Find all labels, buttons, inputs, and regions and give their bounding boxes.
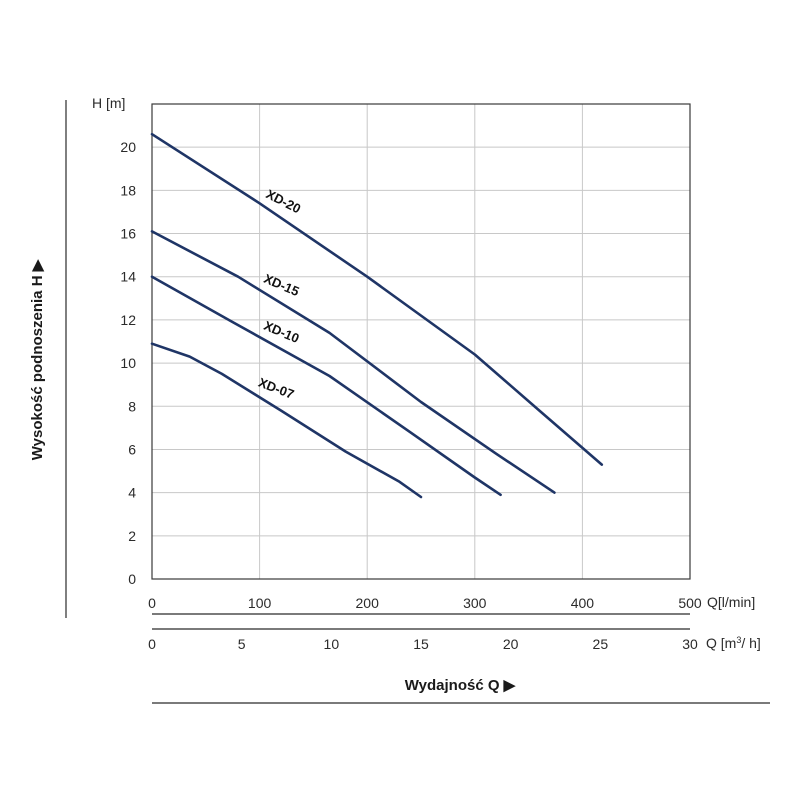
x-secondary-tick-label: 5 — [238, 636, 246, 652]
x-secondary-unit-label: Q [m3/ h] — [706, 635, 761, 651]
y-tick-label: 18 — [120, 182, 136, 198]
series-line-xd-10 — [150, 275, 502, 497]
x-secondary-tick-label: 15 — [413, 636, 429, 652]
series-curves — [150, 132, 604, 499]
y-tick-label: 14 — [120, 269, 136, 285]
x-primary-tick-label: 200 — [356, 595, 380, 611]
y-tick-label: 16 — [120, 226, 136, 242]
x-secondary-tick-label: 30 — [682, 636, 698, 652]
plot-frame — [151, 103, 691, 580]
y-tick-label: 10 — [120, 355, 136, 371]
y-unit-label: H [m] — [92, 95, 125, 111]
x-primary-tick-label: 300 — [463, 595, 487, 611]
y-tick-label: 6 — [128, 441, 136, 457]
y-axis-title: Wysokość podnoszenia H ▶ — [29, 258, 46, 460]
x-primary-tick-label: 500 — [678, 595, 702, 611]
series-line-xd-20 — [150, 132, 604, 466]
x-secondary-tick-label: 10 — [324, 636, 340, 652]
x-primary-tick-labels: 0 100 200 300 400 500 — [148, 595, 702, 611]
x-primary-tick-label: 400 — [571, 595, 595, 611]
y-tick-labels: 0 2 4 6 8 10 12 14 16 18 20 — [120, 139, 136, 587]
x-axis-title: Wydajność Q ▶ — [405, 677, 517, 694]
y-tick-label: 20 — [120, 139, 136, 155]
x-primary-tick-label: 100 — [248, 595, 272, 611]
grid — [152, 104, 690, 579]
x-secondary-tick-label: 25 — [593, 636, 609, 652]
y-tick-label: 12 — [120, 312, 136, 328]
x-primary-tick-label: 0 — [148, 595, 156, 611]
y-tick-label: 8 — [128, 398, 136, 414]
y-tick-label: 0 — [128, 571, 136, 587]
x-secondary-tick-labels: 0 5 10 15 20 25 30 — [148, 636, 698, 652]
x-secondary-tick-label: 0 — [148, 636, 156, 652]
x-primary-unit-label: Q[l/min] — [707, 594, 755, 610]
series-line-xd-15 — [150, 230, 556, 494]
y-tick-label: 2 — [128, 528, 136, 544]
series-line-xd-07 — [150, 342, 423, 499]
x-secondary-tick-label: 20 — [503, 636, 519, 652]
y-tick-label: 4 — [128, 485, 136, 501]
